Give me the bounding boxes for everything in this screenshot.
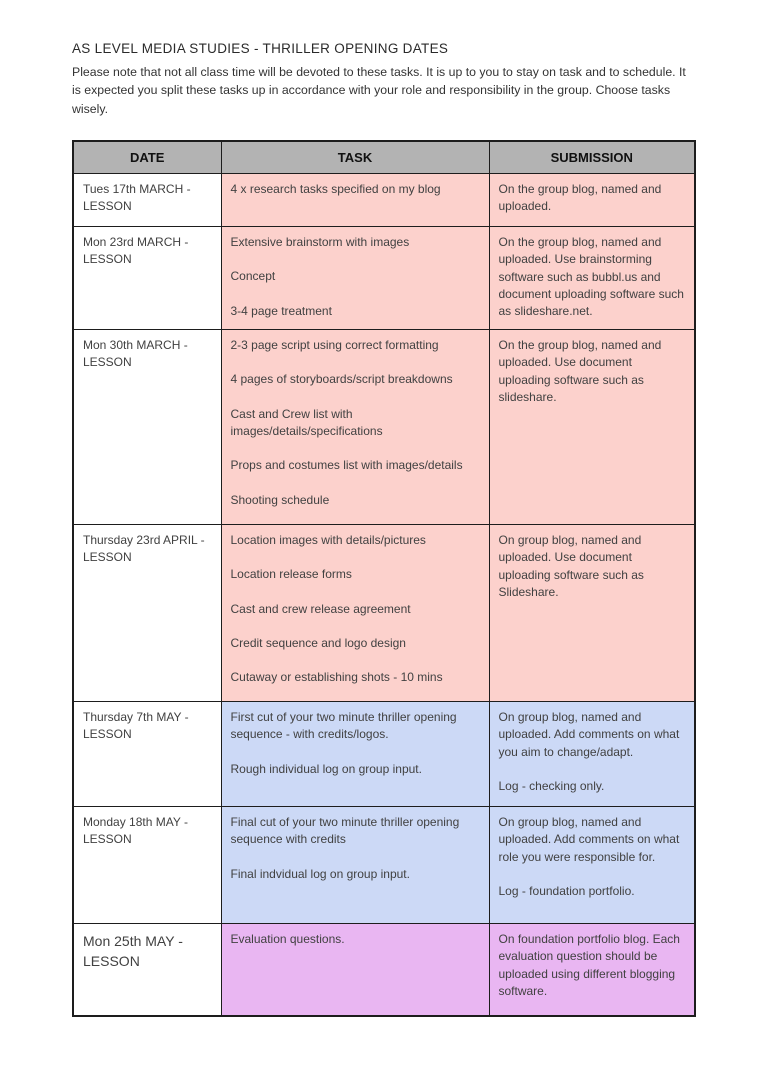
- task-cell: Final cut of your two minute thriller op…: [220, 805, 490, 924]
- submission-item: On group blog, named and uploaded. Use d…: [498, 532, 644, 599]
- task-item: 3-4 page treatment: [230, 303, 332, 318]
- page-title: AS LEVEL MEDIA STUDIES - THRILLER OPENIN…: [72, 41, 449, 56]
- task-item: Credit sequence and logo design: [230, 635, 406, 650]
- document-page: AS LEVEL MEDIA STUDIES - THRILLER OPENIN…: [72, 41, 696, 1018]
- submission-cell: On group blog, named and uploaded. Add c…: [488, 700, 696, 807]
- task-item: 4 pages of storyboards/script breakdowns: [230, 372, 453, 387]
- submission-item: Log - foundation portfolio.: [498, 883, 635, 898]
- date-cell: Monday 18th MAY - LESSON: [72, 805, 222, 924]
- task-cell: 2-3 page script using correct formatting…: [220, 328, 490, 525]
- submission-item: On the group blog, named and uploaded.: [498, 181, 662, 214]
- submission-item: On the group blog, named and uploaded. U…: [498, 234, 684, 319]
- column-header-date: DATE: [72, 140, 222, 174]
- task-item: Location release forms: [230, 567, 352, 582]
- schedule-table: DATE TASK SUBMISSION Tues 17th MARCH - L…: [72, 140, 696, 1018]
- task-cell: Evaluation questions.: [220, 922, 490, 1017]
- task-item: Props and costumes list with images/deta…: [230, 458, 463, 473]
- table-row: Thursday 23rd APRIL - LESSON Location ima…: [72, 523, 696, 702]
- date-cell: Mon 30th MARCH - LESSON: [72, 328, 222, 525]
- task-item: Final cut of your two minute thriller op…: [230, 814, 460, 847]
- submission-item: On foundation portfolio blog. Each evalu…: [498, 931, 680, 998]
- submission-item: On group blog, named and uploaded. Add c…: [498, 814, 680, 864]
- task-item: Shooting schedule: [230, 492, 330, 507]
- task-item: Location images with details/pictures: [230, 532, 426, 547]
- task-cell: Extensive brainstorm with images Concept 3…: [220, 225, 490, 330]
- submission-item: On group blog, named and uploaded. Add c…: [498, 709, 680, 759]
- table-row: Mon 23rd MARCH - LESSON Extensive brainst…: [72, 225, 696, 330]
- submission-cell: On group blog, named and uploaded. Use d…: [488, 523, 696, 702]
- submission-item: On the group blog, named and uploaded. U…: [498, 337, 662, 404]
- task-cell: Location images with details/pictures Loc…: [220, 523, 490, 702]
- task-item: 4 x research tasks specified on my blog: [230, 181, 441, 196]
- date-cell: Mon 25th MAY - LESSON: [72, 922, 222, 1017]
- task-cell: First cut of your two minute thriller op…: [220, 700, 490, 807]
- task-item: First cut of your two minute thriller op…: [230, 709, 457, 742]
- task-item: Extensive brainstorm with images: [230, 234, 410, 249]
- date-cell: Mon 23rd MARCH - LESSON: [72, 225, 222, 330]
- table-header-row: DATE TASK SUBMISSION: [72, 140, 696, 174]
- table-row: Mon 25th MAY - LESSON Evaluation question…: [72, 922, 696, 1017]
- table-row: Monday 18th MAY - LESSON Final cut of you…: [72, 805, 696, 924]
- task-item: Cast and Crew list with images/details/s…: [230, 406, 383, 438]
- task-item: Cutaway or establishing shots - 10 mins: [230, 670, 443, 685]
- submission-cell: On foundation portfolio blog. Each evalu…: [488, 922, 696, 1017]
- submission-cell: On the group blog, named and uploaded. U…: [488, 225, 696, 330]
- table-row: Thursday 7th MAY - LESSON First cut of yo…: [72, 700, 696, 807]
- task-item: Evaluation questions.: [230, 931, 345, 946]
- task-item: 2-3 page script using correct formatting: [230, 337, 439, 352]
- column-header-submission: SUBMISSION: [488, 140, 696, 174]
- submission-cell: On the group blog, named and uploaded.: [488, 172, 696, 227]
- task-item: Concept: [230, 269, 276, 284]
- table-row: Mon 30th MARCH - LESSON 2-3 page script u…: [72, 328, 696, 525]
- submission-cell: On the group blog, named and uploaded. U…: [488, 328, 696, 525]
- task-item: Final indvidual log on group input.: [230, 866, 410, 881]
- submission-item: Log - checking only.: [498, 778, 605, 793]
- task-item: Rough individual log on group input.: [230, 761, 422, 776]
- date-cell: Tues 17th MARCH - LESSON: [72, 172, 222, 227]
- task-cell: 4 x research tasks specified on my blog: [220, 172, 490, 227]
- table-row: Tues 17th MARCH - LESSON 4 x research tas…: [72, 172, 696, 227]
- task-item: Cast and crew release agreement: [230, 601, 411, 616]
- column-header-task: TASK: [220, 140, 490, 174]
- date-cell: Thursday 7th MAY - LESSON: [72, 700, 222, 807]
- intro-text: Please note that not all class time will…: [72, 65, 686, 116]
- submission-cell: On group blog, named and uploaded. Add c…: [488, 805, 696, 924]
- date-cell: Thursday 23rd APRIL - LESSON: [72, 523, 222, 702]
